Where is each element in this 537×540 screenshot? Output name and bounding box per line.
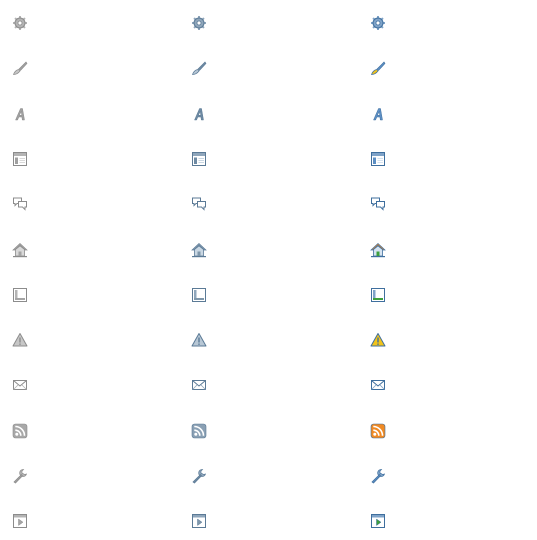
gear-icon [191, 15, 207, 31]
page-arrow-icon [370, 513, 386, 529]
footer-layout-icon [370, 287, 386, 303]
warning-icon [370, 332, 386, 348]
layout-icon [370, 151, 386, 167]
gear-icon [370, 15, 386, 31]
home-icon [191, 242, 207, 258]
brush-icon [370, 60, 386, 76]
rss-icon [370, 423, 386, 439]
footer-layout-icon [191, 287, 207, 303]
brush-icon [191, 60, 207, 76]
mail-icon [370, 377, 386, 393]
warning-icon [12, 332, 28, 348]
wrench-icon [370, 468, 386, 484]
font-icon [370, 106, 386, 122]
rss-icon [191, 423, 207, 439]
wrench-icon [12, 468, 28, 484]
page-arrow-icon [191, 513, 207, 529]
warning-icon [191, 332, 207, 348]
wrench-icon [191, 468, 207, 484]
mail-icon [12, 377, 28, 393]
font-icon [12, 106, 28, 122]
comments-icon [191, 196, 207, 212]
page-arrow-icon [12, 513, 28, 529]
gear-icon [12, 15, 28, 31]
rss-icon [12, 423, 28, 439]
layout-icon [191, 151, 207, 167]
home-icon [12, 242, 28, 258]
footer-layout-icon [12, 287, 28, 303]
brush-icon [12, 60, 28, 76]
layout-icon [12, 151, 28, 167]
comments-icon [12, 196, 28, 212]
home-icon [370, 242, 386, 258]
mail-icon [191, 377, 207, 393]
comments-icon [370, 196, 386, 212]
font-icon [191, 106, 207, 122]
